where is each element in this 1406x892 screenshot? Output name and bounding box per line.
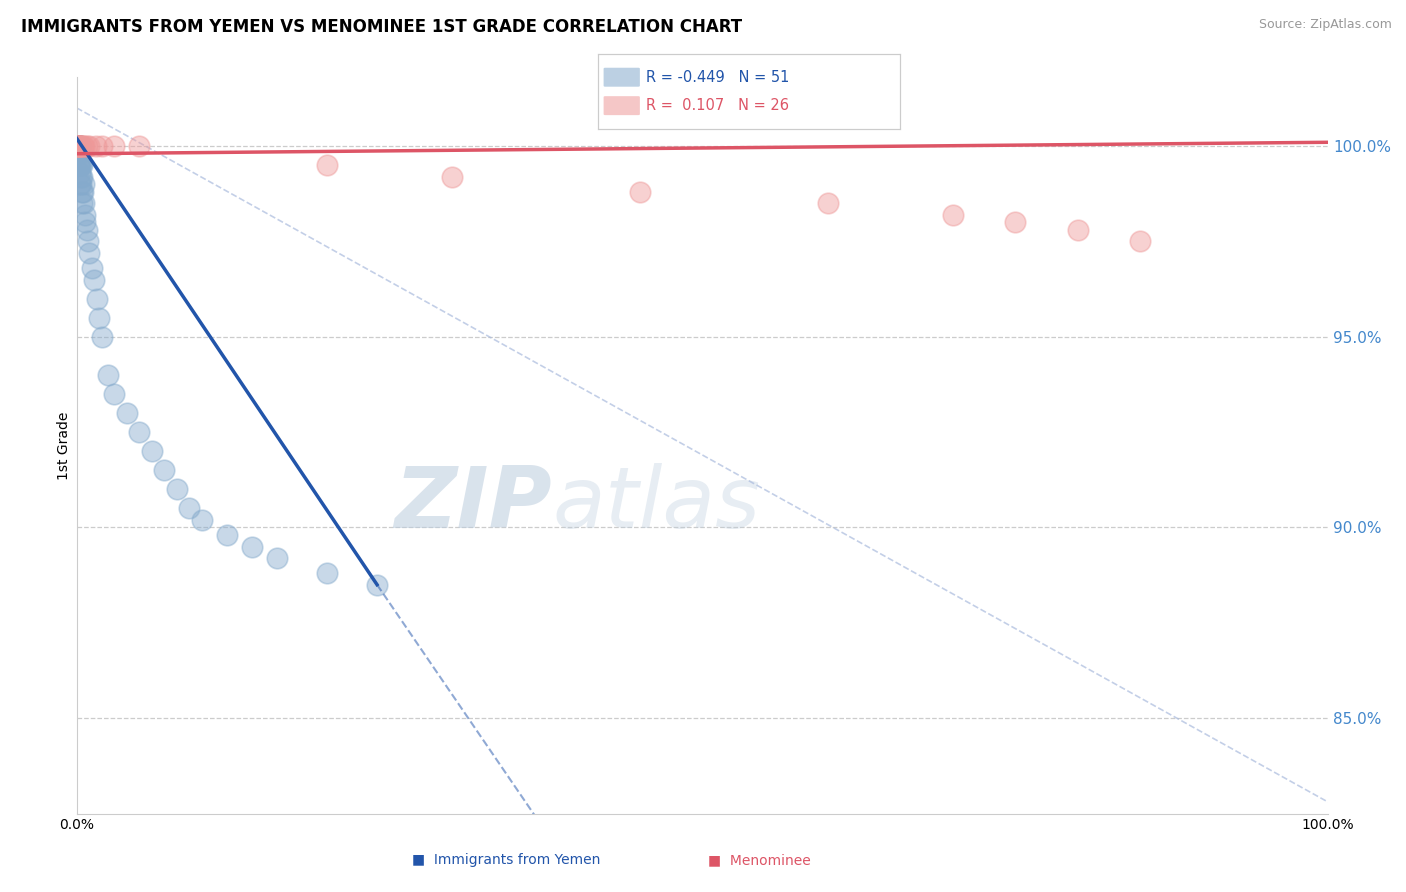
Text: ZIP: ZIP (395, 463, 553, 546)
Point (179, 501, 201, 516)
Point (86, 292, 108, 306)
Point (69, 139, 91, 153)
Point (70, 178, 93, 192)
Point (67, 139, 90, 153)
Point (69, 139, 91, 153)
Point (77, 139, 100, 153)
Point (77, 235, 100, 249)
Point (66, 139, 89, 153)
Text: ■  Immigrants from Yemen: ■ Immigrants from Yemen (412, 853, 600, 867)
Point (80, 261, 103, 276)
Point (73, 139, 96, 153)
Point (69, 158, 91, 172)
Point (316, 158, 339, 172)
Point (70, 158, 93, 172)
Point (141, 444, 163, 458)
Point (441, 169, 464, 184)
Point (72, 139, 94, 153)
Point (89, 310, 111, 325)
Point (84, 139, 107, 153)
Point (69, 139, 91, 153)
Point (67, 158, 90, 172)
Point (66, 139, 89, 153)
Point (67, 139, 90, 153)
Point (90, 330, 112, 344)
Point (103, 139, 125, 153)
Point (67, 139, 90, 153)
Point (69, 169, 91, 184)
Point (115, 406, 138, 420)
Point (67, 158, 90, 172)
Point (215, 528, 238, 542)
Point (75, 215, 97, 229)
Point (1067, 223, 1090, 237)
Point (316, 566, 339, 581)
Point (67, 139, 90, 153)
Point (191, 513, 214, 527)
Point (67, 139, 90, 153)
Text: atlas: atlas (553, 463, 761, 546)
Y-axis label: 1st Grade: 1st Grade (58, 411, 72, 480)
Point (72, 169, 94, 184)
Point (69, 139, 91, 153)
Point (72, 196, 94, 211)
Point (69, 158, 91, 172)
Point (69, 146, 91, 161)
Point (103, 387, 125, 401)
Point (128, 425, 150, 439)
Point (66, 139, 89, 153)
Point (90, 139, 112, 153)
Point (67, 146, 90, 161)
Point (67, 139, 90, 153)
Text: ■  Menominee: ■ Menominee (707, 853, 811, 867)
Text: R = -0.449   N = 51: R = -0.449 N = 51 (645, 70, 789, 85)
Point (77, 246, 100, 260)
Point (66, 139, 89, 153)
Point (83, 272, 105, 286)
Point (166, 483, 188, 497)
Point (628, 185, 651, 199)
Point (67, 139, 90, 153)
Text: R =  0.107   N = 26: R = 0.107 N = 26 (645, 98, 789, 113)
Point (1004, 215, 1026, 229)
Point (97, 368, 120, 382)
Point (70, 185, 93, 199)
Point (66, 139, 89, 153)
Point (942, 208, 965, 222)
Point (69, 166, 91, 180)
Point (70, 139, 93, 153)
Point (266, 551, 288, 566)
Point (240, 540, 263, 554)
Point (76, 223, 98, 237)
Text: Source: ZipAtlas.com: Source: ZipAtlas.com (1258, 18, 1392, 31)
FancyBboxPatch shape (603, 68, 640, 87)
Text: IMMIGRANTS FROM YEMEN VS MENOMINEE 1ST GRADE CORRELATION CHART: IMMIGRANTS FROM YEMEN VS MENOMINEE 1ST G… (21, 18, 742, 36)
Point (70, 158, 93, 172)
Point (73, 208, 96, 222)
Point (153, 463, 176, 477)
FancyBboxPatch shape (603, 96, 640, 115)
Point (73, 196, 96, 211)
Point (366, 577, 388, 591)
Point (76, 139, 98, 153)
Point (128, 139, 150, 153)
Point (70, 139, 93, 153)
Point (72, 178, 94, 192)
Point (72, 185, 94, 199)
Point (69, 178, 91, 192)
Point (1129, 235, 1152, 249)
Point (66, 139, 89, 153)
Point (817, 196, 839, 211)
